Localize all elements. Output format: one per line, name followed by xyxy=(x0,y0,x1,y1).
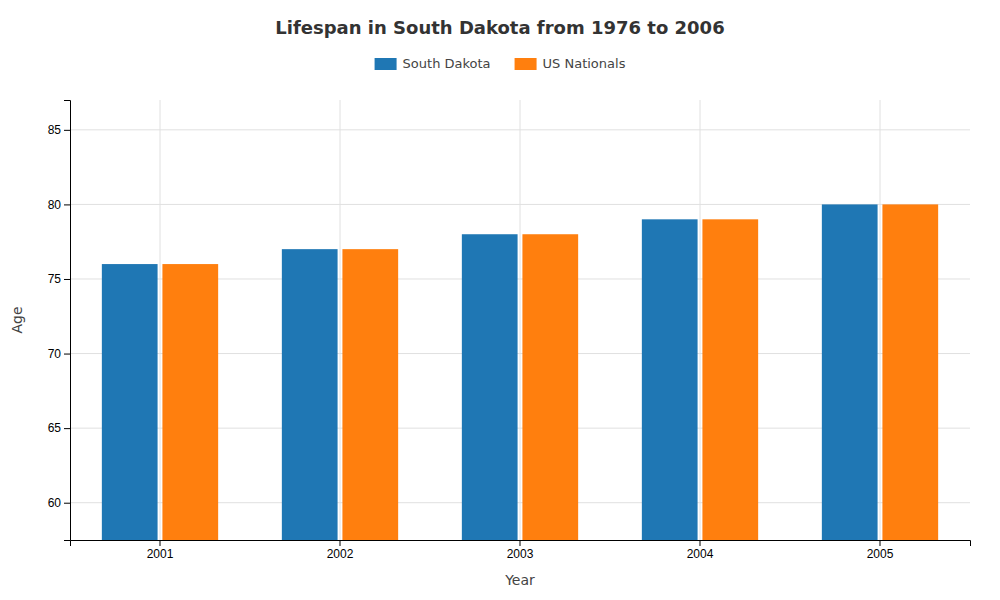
bar xyxy=(882,204,938,540)
tick: 85 xyxy=(48,123,70,137)
bars xyxy=(102,204,938,540)
y-axis: 60 65 70 75 80 85 xyxy=(48,101,71,541)
bar xyxy=(462,234,518,540)
bar xyxy=(822,204,878,540)
tick-mark xyxy=(64,130,70,131)
x-axis: 2001 2002 2003 2004 2005 xyxy=(71,540,971,561)
bar xyxy=(702,219,758,540)
tick-label: 60 xyxy=(48,496,62,510)
tick-mark xyxy=(160,540,161,546)
y-axis-title: Age xyxy=(9,306,25,333)
tick-mark xyxy=(64,204,70,205)
tick-label: 85 xyxy=(48,123,62,137)
tick-label: 75 xyxy=(48,272,62,286)
bar xyxy=(642,219,698,540)
tick-label: 65 xyxy=(48,421,62,435)
tick-mark xyxy=(700,540,701,546)
axis-line xyxy=(71,541,971,547)
tick: 2004 xyxy=(687,540,714,561)
tick-mark xyxy=(520,540,521,546)
tick-mark xyxy=(340,540,341,546)
tick: 70 xyxy=(48,347,70,361)
tick: 80 xyxy=(48,198,70,212)
tick-label: 2003 xyxy=(507,547,534,561)
bar xyxy=(102,264,158,540)
tick-label: 70 xyxy=(48,347,62,361)
tick-mark xyxy=(64,428,70,429)
grid-line xyxy=(520,100,521,540)
tick-label: 2004 xyxy=(687,547,714,561)
legend-item: US Nationals xyxy=(515,56,626,71)
chart: 2001 2002 2003 2004 2005 60 65 70 75 80 85 Lifespan… xyxy=(0,0,1000,600)
tick: 65 xyxy=(48,421,70,435)
tick-mark xyxy=(64,354,70,355)
axis-line xyxy=(64,101,71,541)
tick-label: 2002 xyxy=(327,547,354,561)
tick: 75 xyxy=(48,272,70,286)
tick: 2001 xyxy=(147,540,174,561)
grid-line xyxy=(340,100,341,540)
legend-swatch xyxy=(515,58,537,70)
tick: 2003 xyxy=(507,540,534,561)
tick: 2002 xyxy=(327,540,354,561)
tick-label: 2005 xyxy=(867,547,894,561)
grid-line xyxy=(700,100,701,540)
tick: 60 xyxy=(48,496,70,510)
bar-series xyxy=(102,204,878,540)
plot: 2001 2002 2003 2004 2005 60 65 70 75 80 85 xyxy=(48,100,971,600)
bar xyxy=(342,249,398,540)
grid-line xyxy=(880,100,881,540)
x-axis-title: Year xyxy=(504,572,535,588)
tick-mark xyxy=(64,503,70,504)
grid-line xyxy=(160,100,161,540)
title: Lifespan in South Dakota from 1976 to 20… xyxy=(275,17,724,38)
bar xyxy=(162,264,218,540)
tick-mark xyxy=(64,279,70,280)
legend-label: South Dakota xyxy=(403,56,491,71)
bar xyxy=(522,234,578,540)
legend-label: US Nationals xyxy=(543,56,626,71)
bar-series xyxy=(162,204,938,540)
tick-label: 2001 xyxy=(147,547,174,561)
legend-item: South Dakota xyxy=(375,56,491,71)
legend-swatch xyxy=(375,58,397,70)
bar xyxy=(282,249,338,540)
legend: South Dakota US Nationals xyxy=(375,56,626,71)
tick-mark xyxy=(880,540,881,546)
tick-label: 80 xyxy=(48,198,62,212)
tick: 2005 xyxy=(867,540,894,561)
